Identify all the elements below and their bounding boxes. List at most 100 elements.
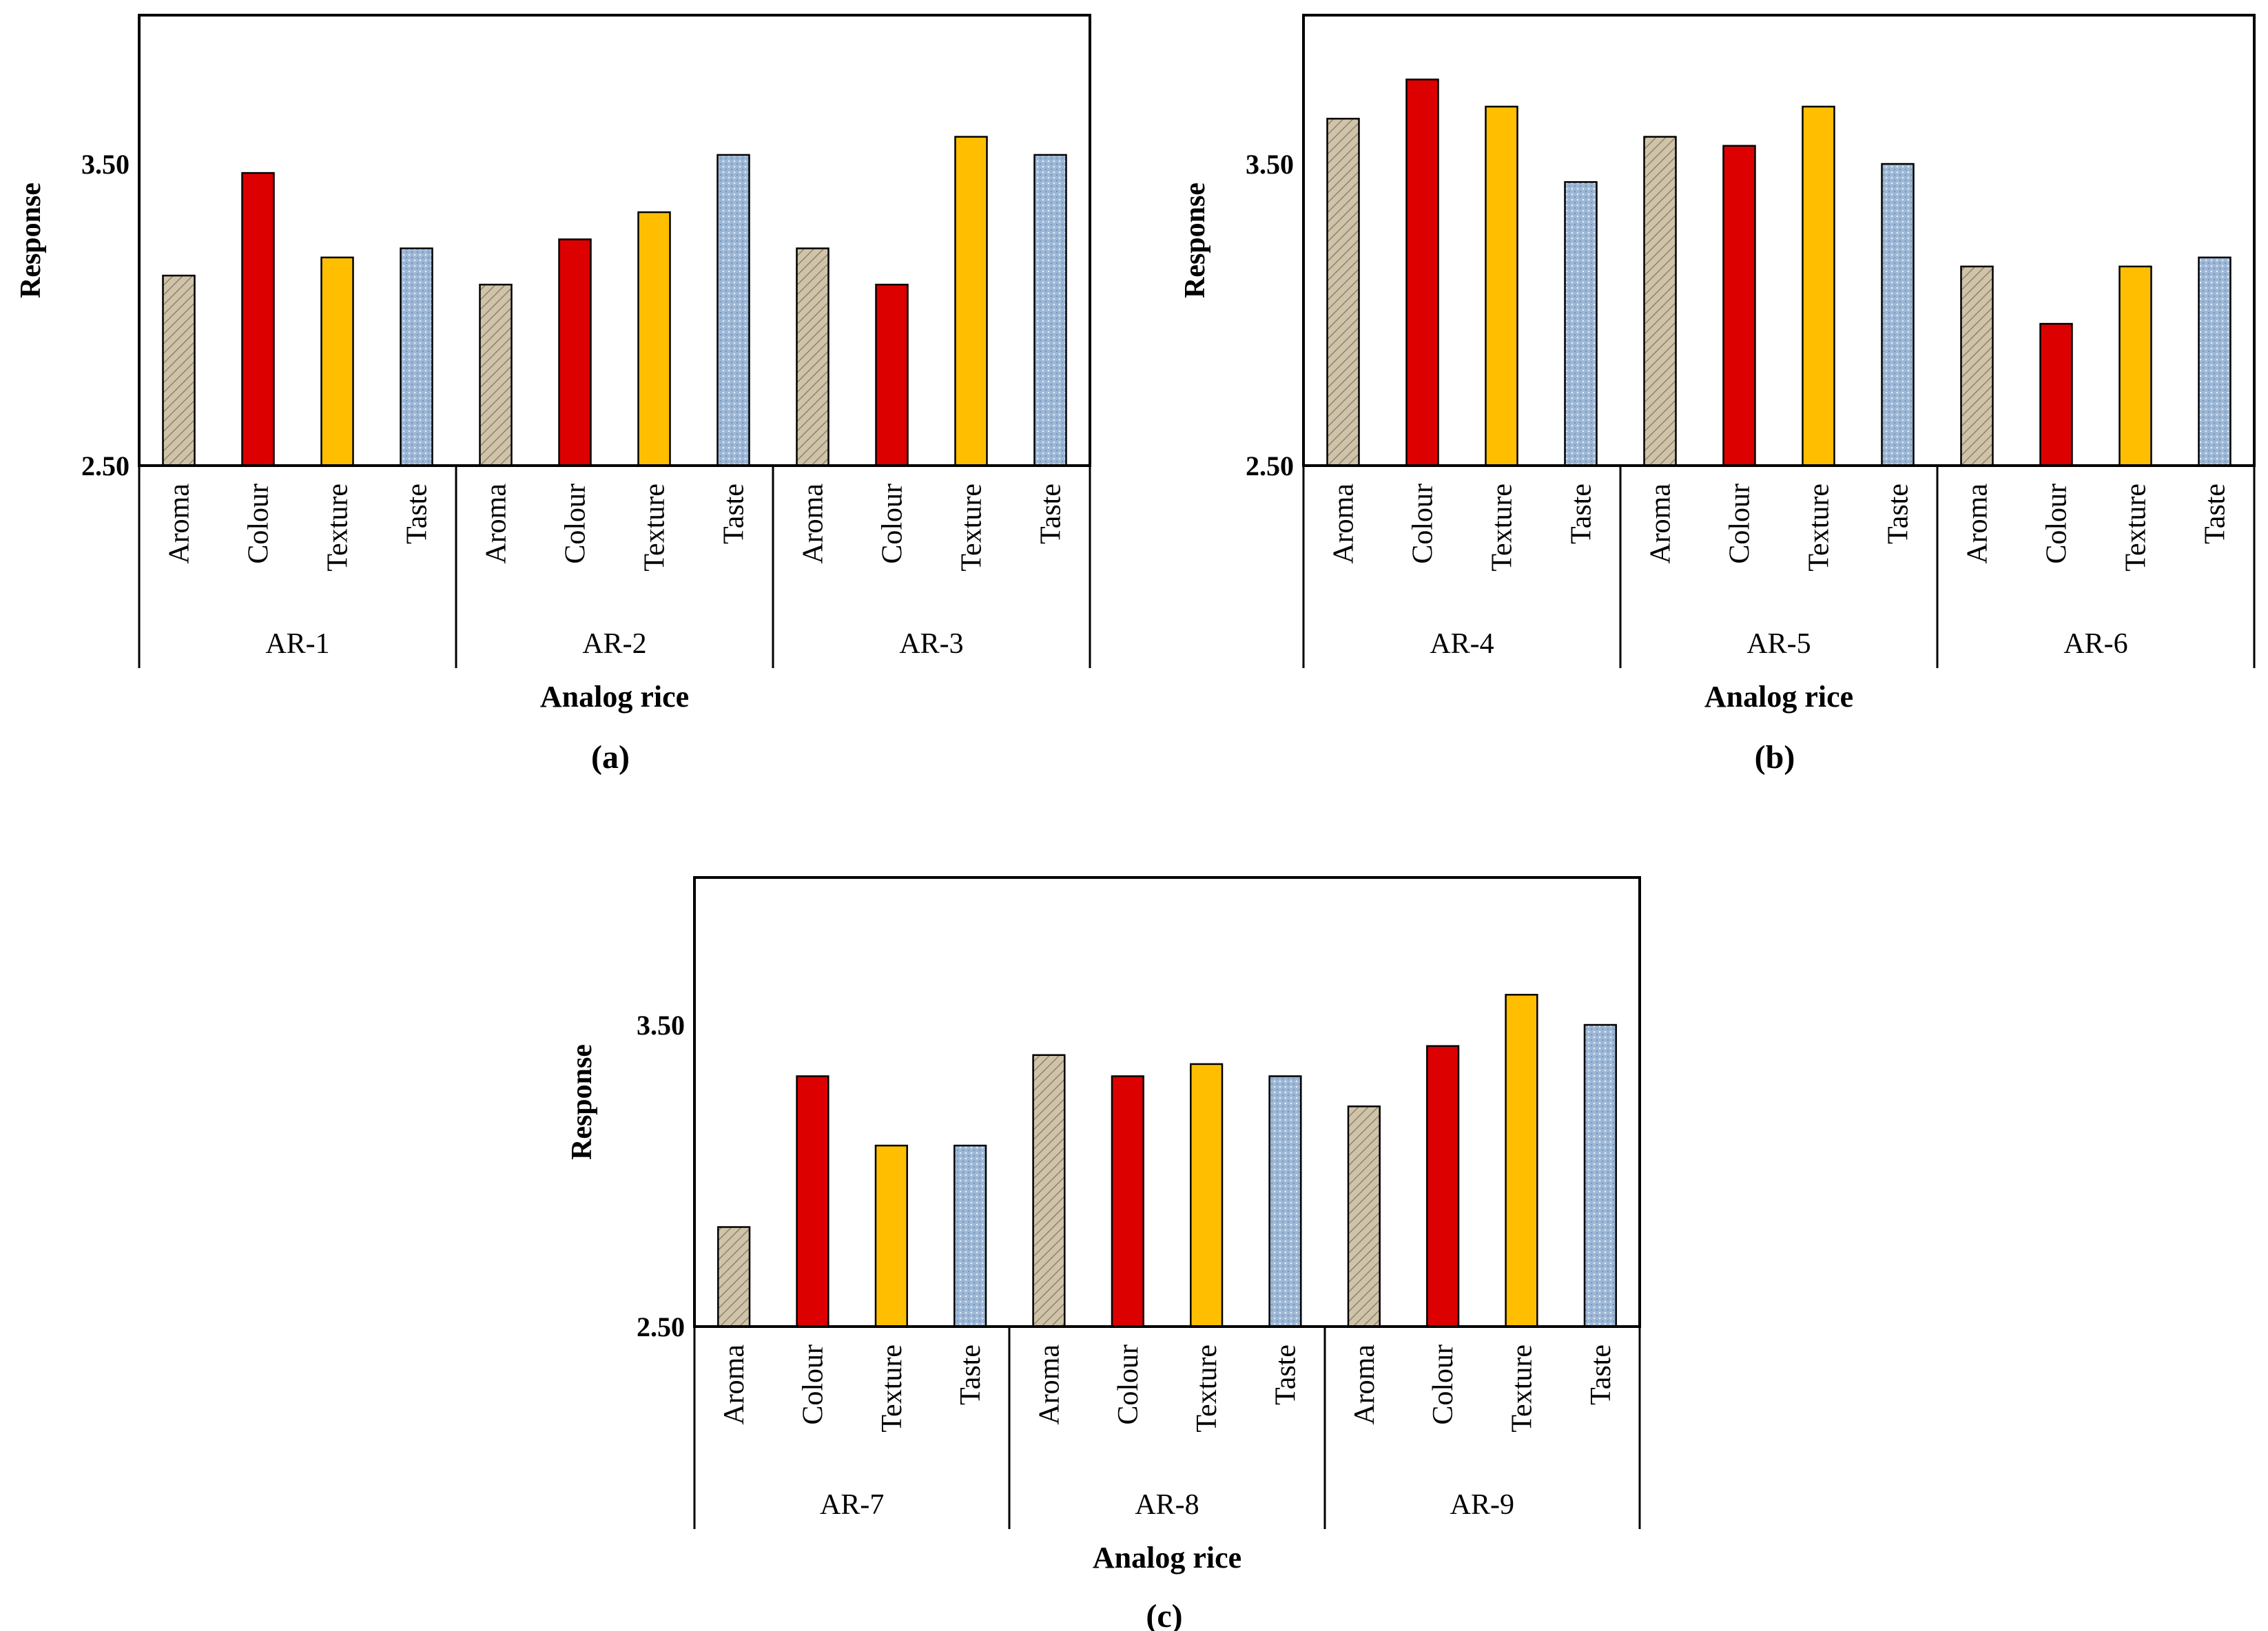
bar-ar-4-texture (1485, 105, 1518, 467)
y-tick-label: 3.50 (637, 1010, 685, 1041)
x-axis-label: Analog rice (1704, 680, 1853, 714)
bar-ar-7-colour (796, 1075, 829, 1328)
bar-ar-3-texture (954, 136, 988, 467)
category-tick-label: Taste (719, 484, 750, 544)
chart-panel-c: Aroma Colour Texture Taste Aroma Colour Textur… (566, 876, 1641, 1631)
category-tick-label: Taste (1566, 484, 1598, 544)
category-tick-label: Texture (639, 484, 671, 572)
category-tick-label: Aroma (1328, 484, 1360, 564)
chart-panel-b: Aroma Colour Texture Taste Aroma Colour Textur… (1179, 14, 2256, 776)
group-label: AR-2 (582, 628, 646, 660)
category-tick-label: Colour (243, 484, 275, 564)
bar-ar-2-aroma (479, 283, 513, 467)
category-tick-label: Colour (877, 484, 909, 564)
plot-frame (138, 14, 1091, 467)
category-tick-label: Aroma (1962, 484, 1994, 564)
category-tick-label: Colour (1113, 1344, 1144, 1425)
group-label: AR-1 (265, 628, 329, 660)
category-tick-label: Taste (955, 1344, 987, 1405)
bar-ar-4-aroma (1326, 118, 1360, 467)
category-tick-label: Colour (1408, 484, 1439, 564)
y-tick-label: 3.50 (81, 149, 130, 180)
category-tick-label: Taste (2200, 484, 2231, 544)
x-axis-label: Analog rice (1093, 1541, 1241, 1575)
bar-ar-8-taste (1268, 1075, 1302, 1328)
bar-ar-3-taste (1033, 154, 1067, 467)
bar-ar-1-texture (320, 256, 354, 467)
category-tick-label: Texture (1191, 1344, 1223, 1433)
category-tick-label: Texture (956, 484, 988, 572)
panel-label: (a) (591, 739, 630, 776)
bar-ar-7-taste (953, 1144, 987, 1328)
bars (162, 136, 1067, 467)
category-tick-label: Colour (798, 1344, 829, 1425)
category-tick-label: Taste (1035, 484, 1067, 544)
category-tick-label: Colour (560, 484, 592, 564)
category-tick-label: Texture (1487, 484, 1518, 572)
category-tick-label: Texture (1507, 1344, 1538, 1433)
bar-ar-8-texture (1190, 1063, 1224, 1328)
bar-ar-5-texture (1802, 105, 1835, 467)
bar-ar-2-colour (558, 238, 592, 467)
bar-ar-7-texture (874, 1144, 908, 1328)
bar-ar-3-aroma (796, 247, 829, 467)
bar-ar-1-taste (400, 247, 433, 467)
bar-ar-6-texture (2118, 265, 2152, 467)
category-tick-label: Colour (2041, 484, 2073, 564)
bar-ar-5-taste (1881, 163, 1915, 467)
bar-ar-9-texture (1505, 993, 1538, 1328)
category-tick-label: Colour (1427, 1344, 1459, 1425)
category-tick-label: Taste (402, 484, 433, 544)
category-tick-label: Texture (322, 484, 354, 572)
category-tick-label: Aroma (719, 1344, 750, 1425)
bar-ar-2-taste (717, 154, 750, 467)
bar-ar-7-aroma (717, 1226, 751, 1328)
category-tick-label: Aroma (1349, 1344, 1381, 1425)
bar-ar-8-aroma (1032, 1054, 1066, 1328)
y-axis-label: Response (566, 1044, 598, 1160)
category-tick-label: Texture (2121, 484, 2152, 572)
bar-ar-9-aroma (1347, 1105, 1381, 1328)
category-tick-label: Taste (1883, 484, 1915, 544)
group-label: AR-5 (1746, 628, 1811, 660)
bar-ar-6-taste (2198, 256, 2231, 467)
group-label: AR-7 (820, 1489, 884, 1521)
bar-ar-4-taste (1564, 181, 1598, 467)
category-tick-label: Aroma (481, 484, 513, 564)
bar-ar-5-colour (1722, 145, 1756, 467)
group-label: AR-9 (1450, 1489, 1514, 1521)
group-label: AR-4 (1430, 628, 1494, 660)
panel-label: (c) (1146, 1598, 1182, 1631)
plot-frame (1302, 14, 2256, 467)
bar-ar-1-aroma (162, 274, 196, 467)
bar-ar-9-colour (1426, 1045, 1460, 1328)
bar-ar-1-colour (241, 172, 275, 467)
group-label: AR-6 (2063, 628, 2127, 660)
category-tick-label: Colour (1724, 484, 1756, 564)
bar-ar-5-aroma (1643, 136, 1677, 467)
category-tick-label: Texture (1804, 484, 1835, 572)
category-tick-label: Aroma (1034, 1344, 1066, 1425)
group-label: AR-8 (1135, 1489, 1199, 1521)
bar-ar-6-colour (2039, 322, 2073, 467)
panel-label: (b) (1755, 739, 1795, 776)
category-tick-label: Texture (876, 1344, 908, 1433)
y-tick-label: 2.50 (637, 1311, 685, 1342)
group-label: AR-3 (899, 628, 963, 660)
bar-ar-2-texture (637, 211, 671, 467)
bar-ar-8-colour (1111, 1075, 1144, 1328)
y-axis-label: Response (15, 183, 47, 298)
bar-ar-4-colour (1405, 79, 1439, 467)
category-tick-label: Aroma (1645, 484, 1677, 564)
bar-ar-9-taste (1583, 1024, 1617, 1328)
bar-ar-6-aroma (1960, 265, 1994, 467)
bars (717, 993, 1617, 1328)
y-tick-label: 3.50 (1246, 149, 1294, 180)
plot-frame (693, 876, 1641, 1328)
chart-panel-a: Aroma Colour Texture Taste Aroma Colour Textur… (15, 14, 1091, 776)
y-tick-label: 2.50 (1246, 450, 1294, 481)
y-tick-label: 2.50 (81, 450, 130, 481)
category-tick-label: Taste (1270, 1344, 1302, 1405)
bar-ar-3-colour (875, 283, 909, 467)
